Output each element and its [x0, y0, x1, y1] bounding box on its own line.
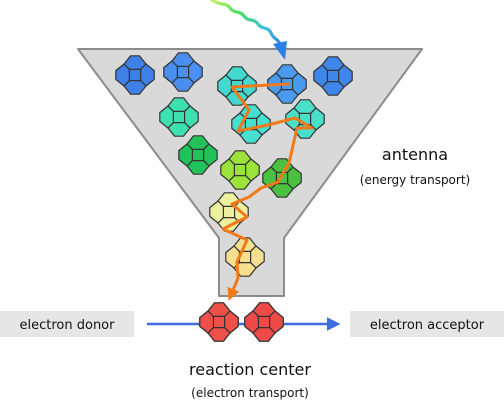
electron-acceptor-label: electron acceptor [370, 318, 485, 333]
antenna-title: antenna [382, 145, 448, 164]
photon-arrowhead [273, 41, 287, 60]
reaction-center-chromophore [245, 303, 283, 341]
reaction-center-title: reaction center [189, 360, 311, 379]
electron-acceptor-box [350, 311, 504, 337]
reaction-center-chromophore [200, 303, 238, 341]
electron-donor-box [0, 311, 134, 337]
energy-transport-path [221, 82, 314, 301]
electron-donor-label: electron donor [20, 318, 116, 333]
reaction-center-subtitle: (electron transport) [191, 386, 309, 400]
photon-wave [210, 0, 283, 48]
antenna-subtitle: (energy transport) [360, 173, 470, 187]
